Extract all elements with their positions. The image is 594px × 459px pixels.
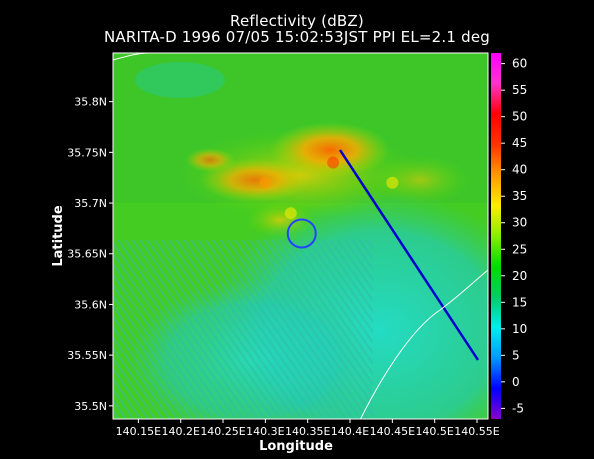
y-tick-label: 35.7N	[74, 197, 107, 210]
colorbar-tick-label: 0	[512, 375, 520, 389]
colorbar-tick-label: 45	[512, 136, 527, 150]
colorbar-tick-label: 20	[512, 269, 527, 283]
cell-core-north	[270, 122, 390, 178]
y-tick-label: 35.55N	[67, 349, 107, 362]
colorbar-tick-label: 30	[512, 216, 527, 230]
radar-spoke-line	[338, 149, 480, 361]
colorbar	[491, 53, 501, 419]
echo-cell	[284, 207, 297, 220]
y-axis: 35.5N 35.55N 35.6N 35.65N 35.7N 35.75N 35.8N	[67, 96, 113, 413]
x-axis: 140.15E 140.2E 140.25E 140.3E 140.35E 140.4E 1…	[116, 419, 500, 438]
x-axis-label: Longitude	[259, 439, 333, 454]
y-tick-label: 35.6N	[74, 298, 107, 311]
plot-area	[113, 53, 488, 419]
colorbar-tick-label: 15	[512, 295, 527, 309]
colorbar-tick-label: -5	[512, 401, 524, 415]
y-tick-label: 35.5N	[74, 400, 107, 413]
colorbar-tick-label: 60	[512, 57, 527, 71]
x-tick-label: 140.25E	[200, 425, 245, 438]
colorbar-tick-label: 50	[512, 110, 527, 124]
plot-frame	[112, 52, 489, 420]
y-tick-label: 35.8N	[74, 96, 107, 109]
echo-cell	[259, 176, 272, 189]
x-tick-label: 140.4E	[331, 425, 369, 438]
coastline	[359, 269, 488, 419]
x-tick-label: 140.55E	[454, 425, 499, 438]
x-tick-label: 140.35E	[285, 425, 330, 438]
chart-subtitle: NARITA-D 1996 07/05 15:02:53JST PPI EL=2…	[104, 28, 490, 46]
colorbar-tick-label: 40	[512, 163, 527, 177]
cell-markers	[259, 156, 399, 220]
x-tick-label: 140.15E	[116, 425, 161, 438]
colorbar-tick-label: 10	[512, 322, 527, 336]
y-axis-label: Latitude	[51, 205, 66, 267]
target-circle	[286, 218, 317, 249]
colorbar-tick-label: 25	[512, 242, 527, 256]
x-tick-label: 140.5E	[415, 425, 453, 438]
colorbar-tick-label: 5	[512, 348, 520, 362]
x-tick-label: 140.45E	[370, 425, 415, 438]
echo-cell	[386, 176, 399, 189]
x-tick-label: 140.2E	[161, 425, 199, 438]
y-tick-label: 35.75N	[67, 146, 107, 159]
colorbar-tick-label: 35	[512, 189, 527, 203]
echo-cell	[327, 156, 340, 169]
y-tick-label: 35.65N	[67, 248, 107, 261]
x-tick-label: 140.3E	[246, 425, 284, 438]
clutter-stripes	[113, 240, 373, 419]
chart-title: Reflectivity (dBZ)	[230, 12, 364, 30]
colorbar-tick-label: 55	[512, 83, 527, 97]
